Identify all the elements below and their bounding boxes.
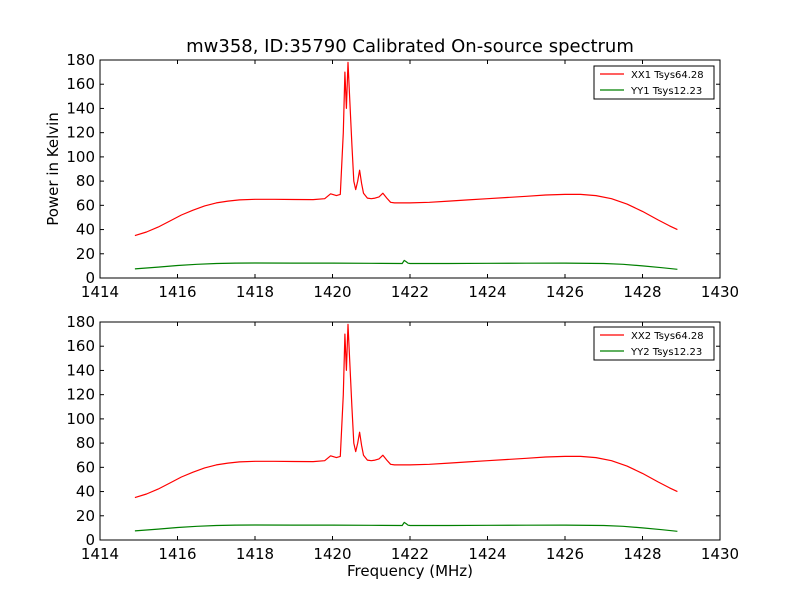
x-tick-label: 1428 bbox=[623, 545, 661, 563]
x-axis-label: Frequency (MHz) bbox=[347, 562, 473, 580]
legend-label-xx1: XX1 Tsys64.28 bbox=[631, 70, 704, 81]
y-tick-label: 60 bbox=[76, 196, 95, 214]
x-tick-label: 1418 bbox=[236, 545, 274, 563]
x-tick-label: 1414 bbox=[81, 545, 119, 563]
y-tick-label: 80 bbox=[76, 172, 95, 190]
series-line-yy1 bbox=[134, 259, 678, 270]
y-tick-label: 40 bbox=[76, 221, 95, 239]
series-line-xx1 bbox=[134, 61, 678, 237]
y-tick-label: 80 bbox=[76, 434, 95, 452]
legend-label-yy1: YY1 Tsys12.23 bbox=[630, 86, 702, 97]
y-axis-label: Power in Kelvin bbox=[44, 112, 62, 226]
x-tick-label: 1430 bbox=[701, 283, 739, 301]
x-tick-label: 1424 bbox=[468, 283, 506, 301]
x-tick-label: 1426 bbox=[546, 545, 584, 563]
y-tick-labels: 0 20 40 60 80 100 120 140 160 180 bbox=[66, 313, 95, 549]
y-tick-label: 0 bbox=[85, 531, 95, 549]
series-line-yy2 bbox=[134, 521, 678, 532]
x-tick-label: 1420 bbox=[313, 545, 351, 563]
x-tick-label: 1422 bbox=[391, 283, 429, 301]
y-tick-label: 160 bbox=[66, 337, 95, 355]
x-tick-label: 1430 bbox=[701, 545, 739, 563]
y-tick-label: 140 bbox=[66, 361, 95, 379]
y-tick-labels: 0 20 40 60 80 100 120 140 160 180 bbox=[66, 51, 95, 287]
bottom-panel: 1414 1416 1418 1420 1422 1424 1426 1428 1430 0 20… bbox=[66, 313, 739, 580]
x-tick-label: 1416 bbox=[158, 283, 196, 301]
y-tick-label: 20 bbox=[76, 245, 95, 263]
x-tick-label: 1428 bbox=[623, 283, 661, 301]
x-tick-label: 1424 bbox=[468, 545, 506, 563]
x-tick-label: 1426 bbox=[546, 283, 584, 301]
y-tick-label: 100 bbox=[66, 148, 95, 166]
legend-label-yy2: YY2 Tsys12.23 bbox=[630, 347, 702, 358]
y-tick-label: 180 bbox=[66, 51, 95, 69]
x-tick-label: 1414 bbox=[81, 283, 119, 301]
legend: XX1 Tsys64.28 YY1 Tsys12.23 bbox=[593, 65, 715, 100]
y-tick-label: 120 bbox=[66, 386, 95, 404]
legend: XX2 Tsys64.28 YY2 Tsys12.23 bbox=[593, 326, 715, 361]
y-tick-label: 120 bbox=[66, 124, 95, 142]
y-tick-label: 20 bbox=[76, 507, 95, 525]
chart-title: mw358, ID:35790 Calibrated On-source spe… bbox=[186, 36, 634, 57]
x-tick-label: 1422 bbox=[391, 545, 429, 563]
y-tick-label: 40 bbox=[76, 483, 95, 501]
y-tick-label: 140 bbox=[66, 99, 95, 117]
series-line-xx2 bbox=[134, 323, 678, 499]
x-tick-label: 1416 bbox=[158, 545, 196, 563]
x-tick-labels: 1414 1416 1418 1420 1422 1424 1426 1428 1430 bbox=[81, 283, 739, 301]
x-tick-labels: 1414 1416 1418 1420 1422 1424 1426 1428 1430 bbox=[81, 545, 739, 563]
plot-frame bbox=[99, 59, 721, 279]
y-tick-label: 60 bbox=[76, 458, 95, 476]
plot-lines bbox=[134, 61, 678, 270]
plot-frame bbox=[99, 321, 721, 541]
top-panel: 1414 1416 1418 1420 1422 1424 1426 1428 1430 0 20… bbox=[44, 51, 739, 301]
y-tick-label: 180 bbox=[66, 313, 95, 331]
y-tick-label: 160 bbox=[66, 75, 95, 93]
y-tick-label: 0 bbox=[85, 269, 95, 287]
legend-box bbox=[593, 326, 715, 361]
legend-box bbox=[593, 65, 715, 100]
x-tick-label: 1418 bbox=[236, 283, 274, 301]
legend-label-xx2: XX2 Tsys64.28 bbox=[631, 331, 704, 342]
y-tick-label: 100 bbox=[66, 410, 95, 428]
x-tick-label: 1420 bbox=[313, 283, 351, 301]
plot-lines bbox=[134, 323, 678, 532]
